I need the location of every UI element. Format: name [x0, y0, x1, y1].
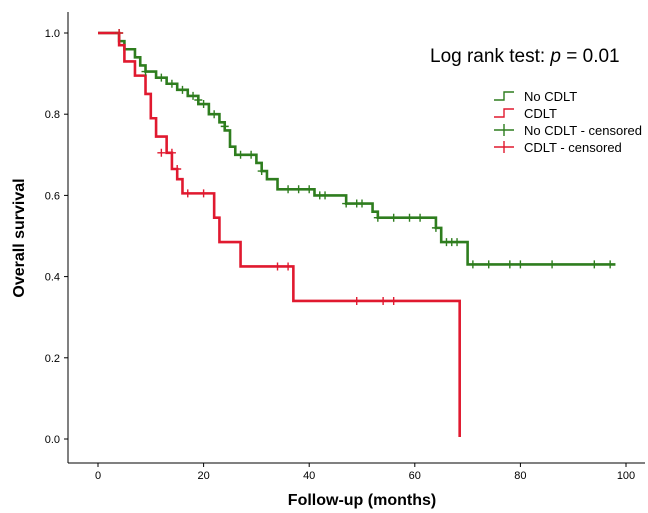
log-rank-prefix: Log rank test: — [430, 46, 550, 67]
x-tick-label: 40 — [303, 470, 315, 482]
log-rank-annotation: Log rank test: p = 0.01 — [430, 46, 620, 67]
censor-mark — [157, 73, 166, 82]
censor-mark — [606, 260, 615, 269]
censor-mark — [484, 260, 493, 269]
legend-label: CDLT — [524, 106, 557, 121]
x-tick-label: 100 — [617, 470, 635, 482]
censor-mark — [453, 238, 462, 247]
censor-mark — [373, 213, 382, 222]
censor-mark — [257, 167, 266, 176]
y-tick-label: 1.0 — [45, 28, 60, 40]
legend: No CDLT CDLT No CDLT - censored CDLT - cens… — [494, 89, 642, 155]
censor-mark — [247, 150, 256, 159]
censor-mark — [468, 260, 477, 269]
x-axis-title: Follow-up (months) — [288, 492, 436, 509]
censor-mark — [405, 213, 414, 222]
censor-mark — [167, 79, 176, 88]
censor-mark — [115, 29, 124, 37]
censor-mark — [379, 296, 388, 305]
y-tick-label: 0.2 — [45, 353, 60, 365]
x-tick-label: 0 — [95, 470, 101, 482]
y-tick-label: 0.0 — [45, 434, 60, 446]
legend-censor-swatch — [494, 141, 514, 153]
censor-marks — [115, 29, 615, 305]
y-tick-label: 0.8 — [45, 109, 60, 121]
y-axis-ticks: 0.0 0.2 0.4 0.6 0.8 1.0 — [45, 28, 68, 446]
censor-mark — [389, 213, 398, 222]
censor-mark — [389, 296, 398, 305]
censor-mark — [178, 85, 187, 94]
censor-mark — [321, 191, 330, 200]
censor-mark — [516, 260, 525, 269]
censor-mark — [352, 296, 361, 305]
censor-mark — [284, 185, 293, 194]
censor-mark — [194, 95, 203, 104]
p-symbol: p — [549, 46, 561, 67]
censor-mark — [183, 189, 192, 198]
y-tick-label: 0.4 — [45, 272, 60, 284]
censor-mark — [548, 260, 557, 269]
legend-label: No CDLT — [524, 89, 577, 104]
censor-mark — [199, 189, 208, 198]
censor-mark — [590, 260, 599, 269]
x-tick-label: 60 — [409, 470, 421, 482]
legend-label: CDLT - censored — [524, 140, 622, 155]
censor-mark — [416, 213, 425, 222]
censor-mark — [431, 223, 440, 232]
x-tick-label: 20 — [197, 470, 209, 482]
y-axis-title: Overall survival — [11, 178, 28, 297]
censor-mark — [305, 185, 314, 194]
censor-mark — [505, 260, 514, 269]
censor-mark — [284, 262, 293, 271]
censor-mark — [167, 148, 176, 157]
legend-label: No CDLT - censored — [524, 123, 642, 138]
censor-mark — [294, 185, 303, 194]
censor-mark — [157, 148, 166, 157]
legend-line-swatch — [494, 108, 514, 118]
censor-mark — [358, 199, 366, 208]
y-tick-label: 0.6 — [45, 190, 60, 202]
x-tick-label: 80 — [514, 470, 526, 482]
survival-curve-cdlt — [98, 31, 461, 437]
censor-mark — [189, 91, 198, 100]
censor-mark — [141, 67, 150, 76]
legend-censor-swatch — [494, 124, 514, 136]
censor-mark — [199, 100, 208, 109]
survival-curve-no-cdlt — [98, 31, 616, 266]
x-axis-ticks: 0 20 40 60 80 100 — [95, 463, 635, 482]
legend-line-swatch — [494, 91, 514, 101]
censor-mark — [236, 150, 245, 159]
censor-mark — [342, 199, 351, 208]
censor-mark — [210, 110, 219, 119]
censor-mark — [173, 165, 182, 174]
censor-mark — [220, 122, 229, 131]
log-rank-value: = 0.01 — [561, 46, 620, 67]
censor-mark — [273, 262, 282, 271]
